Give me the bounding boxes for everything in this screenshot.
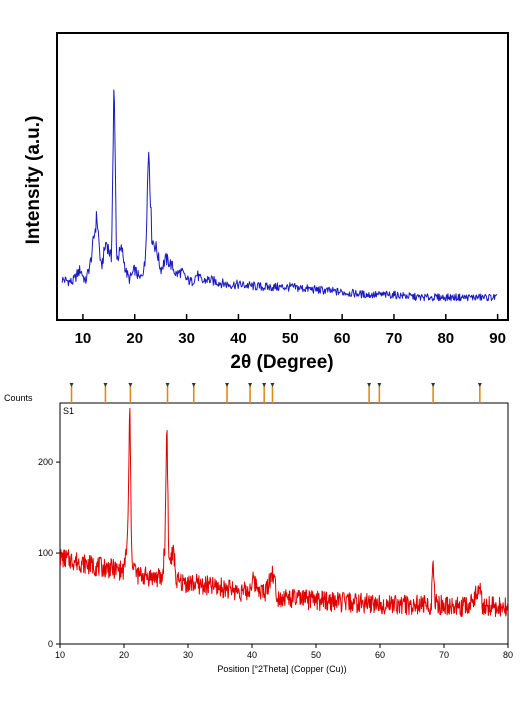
chart-2-reference-peak-arrow [225,383,230,387]
chart-2-y-tick-label: 200 [38,457,53,467]
chart-1-x-tick-label: 40 [230,330,247,347]
chart-1-y-axis-label: Intensity (a.u.) [23,116,44,245]
chart-2-x-tick-label: 60 [375,650,385,660]
chart-2-x-ticks [59,644,509,648]
chart-1-x-tick-label: 90 [489,330,506,347]
chart-2-x-tick-labels: 10 20 30 40 50 60 70 80 [55,650,513,660]
chart-2-x-tick-label: 30 [183,650,193,660]
chart-2-reference-peak-arrow [377,383,382,387]
chart-1-x-tick-label: 70 [386,330,403,347]
chart-2-reference-peak-arrow [103,383,108,387]
chart-2-x-tick-label: 80 [503,650,513,660]
chart-2-reference-peak-arrow [248,383,253,387]
chart-2-y-ticks [56,461,60,645]
chart-2: 10 20 30 40 50 60 70 80 0 100 200 Counts S1 Posit… [4,383,513,674]
chart-1-x-tick-labels: 10 20 30 40 50 60 70 80 90 [75,330,506,347]
chart-2-series-line [59,407,509,617]
chart-2-reference-peak-arrow [262,383,267,387]
chart-1-series-line [61,89,498,302]
chart-2-reference-peak-arrow [270,383,275,387]
chart-1-x-tick-label: 10 [75,330,92,347]
chart-2-y-tick-label: 100 [38,548,53,558]
chart-2-x-tick-label: 50 [311,650,321,660]
chart-2-x-axis-label: Position [°2Theta] (Copper (Cu)) [217,664,346,674]
chart-2-x-tick-label: 40 [247,650,257,660]
chart-1-x-tick-label: 50 [282,330,299,347]
chart-2-reference-peak-arrow [128,383,133,387]
chart-1-x-tick-label: 80 [437,330,454,347]
chart-1-x-axis-label: 2θ (Degree) [230,352,333,373]
chart-2-reference-peak-arrow [165,383,170,387]
chart-2-x-tick-label: 70 [439,650,449,660]
chart-1-x-tick-label: 20 [126,330,143,347]
chart-2-plot-area [59,402,509,645]
chart-2-reference-peak-markers [69,383,482,403]
chart-2-reference-peak-arrow [367,383,372,387]
chart-2-reference-peak-arrow [431,383,436,387]
chart-1: 10 20 30 40 50 60 70 80 90 2θ (Degree) Intensity… [23,32,509,373]
chart-2-x-tick-label: 10 [55,650,65,660]
chart-1-x-tick-label: 60 [334,330,351,347]
chart-2-reference-peak-arrow [69,383,74,387]
chart-2-reference-peak-arrow [191,383,196,387]
chart-2-y-tick-labels: 0 100 200 [38,457,53,649]
chart-1-x-tick-label: 30 [178,330,195,347]
chart-2-y-tick-label: 0 [48,639,53,649]
chart-2-y-axis-label: Counts [4,393,33,403]
chart-1-frame [56,32,509,321]
chart-2-x-tick-label: 20 [119,650,129,660]
chart-2-sample-label: S1 [63,406,74,416]
chart-1-x-ticks [82,314,499,320]
chart-2-reference-peak-arrow [477,383,482,387]
